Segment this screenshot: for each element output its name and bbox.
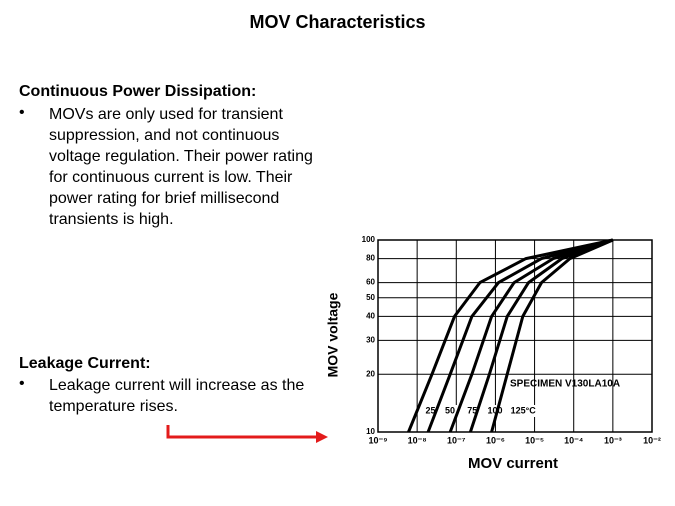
series-line xyxy=(426,238,614,433)
series-line xyxy=(468,238,614,433)
series-label: 25 xyxy=(425,405,435,415)
series-line xyxy=(407,238,614,433)
series-label: 100 xyxy=(487,405,502,415)
annotation: SPECIMEN V130LA10A xyxy=(510,379,620,390)
series-label-bg xyxy=(509,405,540,417)
series-label: 75 xyxy=(467,405,477,415)
series-label: 125°C xyxy=(511,405,537,415)
y-tick-label: 80 xyxy=(366,254,375,263)
bullet-dot: • xyxy=(19,375,25,392)
bullet-text: Leakage current will increase as the tem… xyxy=(49,377,305,415)
arrow-head xyxy=(316,431,328,443)
y-tick-label: 20 xyxy=(366,369,375,378)
slide-title: MOV Characteristics xyxy=(249,12,426,32)
series-line xyxy=(490,238,614,433)
bullet-text: MOVs are only used for transient suppres… xyxy=(49,106,313,228)
y-tick-label: 60 xyxy=(366,278,375,287)
y-tick-label: 40 xyxy=(366,312,375,321)
series-label: 50 xyxy=(445,405,455,415)
x-tick-label: 10⁻³ xyxy=(604,435,622,445)
bullet-dot: • xyxy=(19,104,25,121)
series-line xyxy=(448,238,614,433)
section-heading: Continuous Power Dissipation: xyxy=(19,83,257,100)
x-axis-label: MOV current xyxy=(468,455,558,472)
y-tick-label: 100 xyxy=(362,235,376,244)
y-tick-label: 30 xyxy=(366,336,375,345)
x-tick-label: 10⁻⁵ xyxy=(525,435,544,445)
y-tick-label: 10 xyxy=(366,427,375,436)
x-tick-label: 10⁻⁶ xyxy=(486,435,505,445)
x-tick-label: 10⁻⁸ xyxy=(408,435,427,445)
x-tick-label: 10⁻² xyxy=(643,435,661,445)
section-heading: Leakage Current: xyxy=(19,355,151,372)
series-label-bg xyxy=(444,405,459,417)
y-tick-label: 50 xyxy=(366,293,375,302)
x-tick-label: 10⁻⁴ xyxy=(564,435,583,445)
x-tick-label: 10⁻⁷ xyxy=(447,435,466,445)
y-axis-label: MOV voltage xyxy=(325,292,341,377)
arrow xyxy=(166,425,318,439)
x-tick-label: 10⁻⁹ xyxy=(368,435,387,445)
